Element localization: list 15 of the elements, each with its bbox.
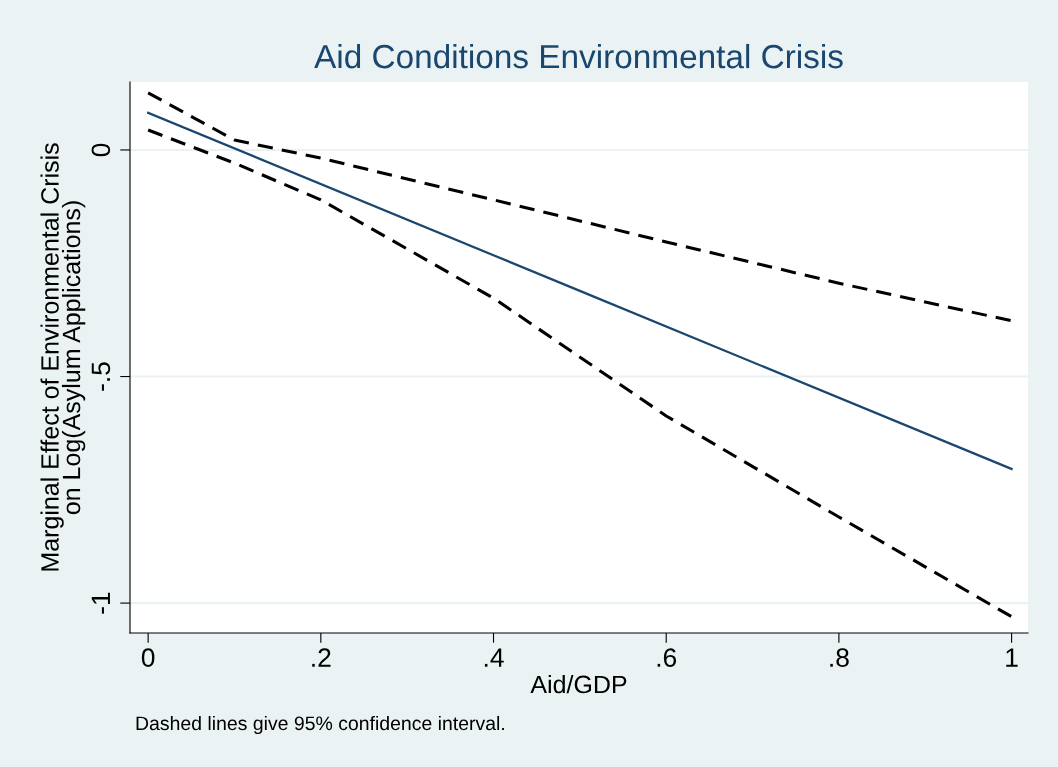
- y-tick-label: 0: [91, 143, 111, 157]
- x-tick-label: .6: [657, 648, 677, 667]
- line-series: [146, 91, 1014, 323]
- y-tick-label: -1: [91, 592, 110, 614]
- x-tick-label: .2: [312, 648, 331, 667]
- y-axis-title: Marginal Effect of Environmental Crisis on Log(Asylum Applications): [40, 143, 86, 571]
- line-series: [146, 128, 1014, 619]
- x-tick-label: 0: [141, 648, 155, 667]
- x-tick-label: 1: [1006, 648, 1018, 667]
- text: Dashed lines give 95% confidence interval.: [136, 715, 504, 735]
- x-tick-label: .8: [830, 648, 849, 667]
- x-axis-title: Aid/GDP: [530, 674, 627, 694]
- x-tick-label: .4: [484, 648, 504, 667]
- chart-title: Aid Conditions Environmental Crisis: [314, 43, 843, 69]
- y-tick-label: -.5: [91, 362, 111, 391]
